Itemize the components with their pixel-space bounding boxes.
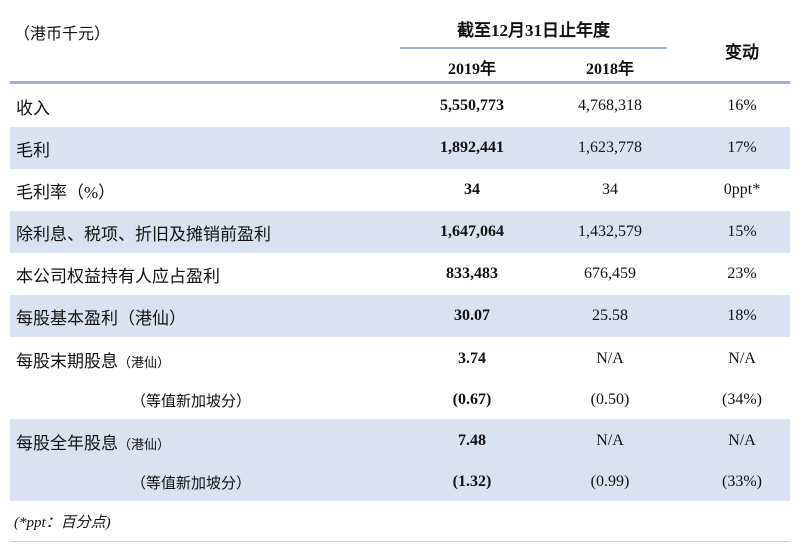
value-change: (34%) [722,391,762,408]
row-label-text: 除利息、税项、折旧及摊销前盈利 [16,224,271,244]
value-2018: N/A [596,350,624,367]
currency-unit-label: （港币千元） [14,26,111,43]
value-2019: 833,483 [446,265,498,282]
row-label: 本公司权益持有人应占盈利 [10,262,418,287]
column-header-2019: 2019年 [447,61,496,78]
value-2018: (0.99) [590,473,630,490]
value-2019: 3.74 [458,350,486,367]
row-label-text: （等值新加坡分） [131,475,252,492]
value-2019: 7.48 [458,432,486,449]
row-label-text: 每股全年股息 [16,433,118,453]
row-label-text: （等值新加坡分） [131,393,252,410]
row-label-text: 收入 [16,98,50,118]
results-table-body: 收入 5,550,773 4,768,318 16% 毛利 1,892,441 1,623,… [10,85,790,501]
ppt-footnote: (*ppt：百分点) [14,515,111,531]
row-label-text: 毛利 [16,140,50,160]
value-2019: (1.32) [452,473,492,490]
value-change: 23% [727,265,757,282]
period-header: 截至12月31日止年度 [457,21,610,40]
table-row: 每股末期股息（港仙） 3.74 N/A N/A [10,337,790,381]
value-2019: 34 [464,181,480,198]
row-label-suffix: （港仙） [118,354,171,370]
value-change: 15% [727,223,757,240]
value-2018: 4,768,318 [578,97,642,114]
row-label: 除利息、税项、折旧及摊销前盈利 [10,220,418,245]
row-label: （等值新加坡分） [10,472,418,493]
value-change: 17% [727,139,757,156]
table-row: 本公司权益持有人应占盈利 833,483 676,459 23% [10,253,790,295]
row-label-text: 每股基本盈利（港仙） [16,308,186,328]
row-label-suffix: （港仙） [118,436,171,452]
value-change: 16% [727,97,757,114]
header-divider-rule [10,81,790,84]
value-2019: 1,647,064 [440,223,504,240]
row-label: 毛利率（%） [10,178,418,203]
row-label: 收入 [10,94,418,119]
row-label: 每股基本盈利（港仙） [10,304,418,329]
period-underline [400,47,667,49]
column-header-2018: 2018年 [585,61,634,78]
value-change: N/A [728,432,756,449]
row-label-text: 毛利率（%） [16,182,116,202]
table-row: 收入 5,550,773 4,768,318 16% [10,85,790,127]
row-label-text: 每股末期股息 [16,351,118,371]
table-row: 每股全年股息（港仙） 7.48 N/A N/A [10,419,790,463]
value-2019: 30.07 [454,307,490,324]
value-2018: (0.50) [590,391,630,408]
bottom-rule [10,541,790,542]
table-row: 毛利率（%） 34 34 0ppt* [10,169,790,211]
row-label: 每股全年股息（港仙） [10,429,418,454]
value-2018: N/A [596,432,624,449]
value-2019: 5,550,773 [440,97,504,114]
row-label-text: 本公司权益持有人应占盈利 [16,266,220,286]
table-row: （等值新加坡分） (1.32) (0.99) (33%) [10,463,790,501]
value-change: (33%) [722,473,762,490]
row-label: 每股末期股息（港仙） [10,347,418,372]
value-2019: 1,892,441 [440,139,504,156]
value-change: N/A [728,350,756,367]
table-row: 除利息、税项、折旧及摊销前盈利 1,647,064 1,432,579 15% [10,211,790,253]
column-header-change: 变动 [725,43,759,62]
table-row: 每股基本盈利（港仙） 30.07 25.58 18% [10,295,790,337]
row-label: 毛利 [10,136,418,161]
table-row: 毛利 1,892,441 1,623,778 17% [10,127,790,169]
value-2019: (0.67) [452,391,492,408]
value-2018: 1,623,778 [578,139,642,156]
value-2018: 1,432,579 [578,223,642,240]
value-2018: 676,459 [584,265,636,282]
value-2018: 25.58 [592,307,628,324]
value-2018: 34 [602,181,618,198]
table-row: （等值新加坡分） (0.67) (0.50) (34%) [10,381,790,419]
row-label: （等值新加坡分） [10,390,418,411]
value-change: 0ppt* [723,181,761,198]
value-change: 18% [727,307,757,324]
